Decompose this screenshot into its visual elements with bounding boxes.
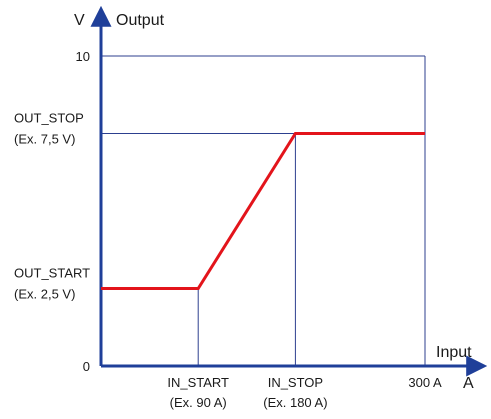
x-axis-title: Input (436, 344, 472, 361)
x-tick-label: IN_START (167, 375, 229, 390)
y-tick-label: 10 (76, 49, 90, 64)
y-tick-note: (Ex. 7,5 V) (14, 132, 75, 147)
y-axis-title: Output (116, 12, 165, 29)
y-tick-label: 0 (83, 359, 90, 374)
y-axis-unit: V (74, 12, 85, 29)
x-tick-note: (Ex. 180 A) (263, 395, 327, 410)
x-tick-note: (Ex. 90 A) (170, 395, 227, 410)
series-line (101, 132, 425, 290)
y-tick-note: (Ex. 2,5 V) (14, 287, 75, 302)
y-tick-labels: 0 OUT_START (Ex. 2,5 V) OUT_STOP (Ex. 7,5 V)… (14, 49, 90, 374)
x-tick-label: IN_STOP (268, 375, 323, 390)
x-tick-labels: IN_START (Ex. 90 A) IN_STOP (Ex. 180 A) 300 … (167, 375, 442, 410)
series-layer (101, 132, 425, 290)
x-tick-label: 300 A (408, 375, 442, 390)
x-axis-unit: A (463, 375, 474, 392)
guide-lines (101, 55, 426, 366)
y-tick-label: OUT_START (14, 266, 90, 281)
y-tick-label: OUT_STOP (14, 111, 84, 126)
